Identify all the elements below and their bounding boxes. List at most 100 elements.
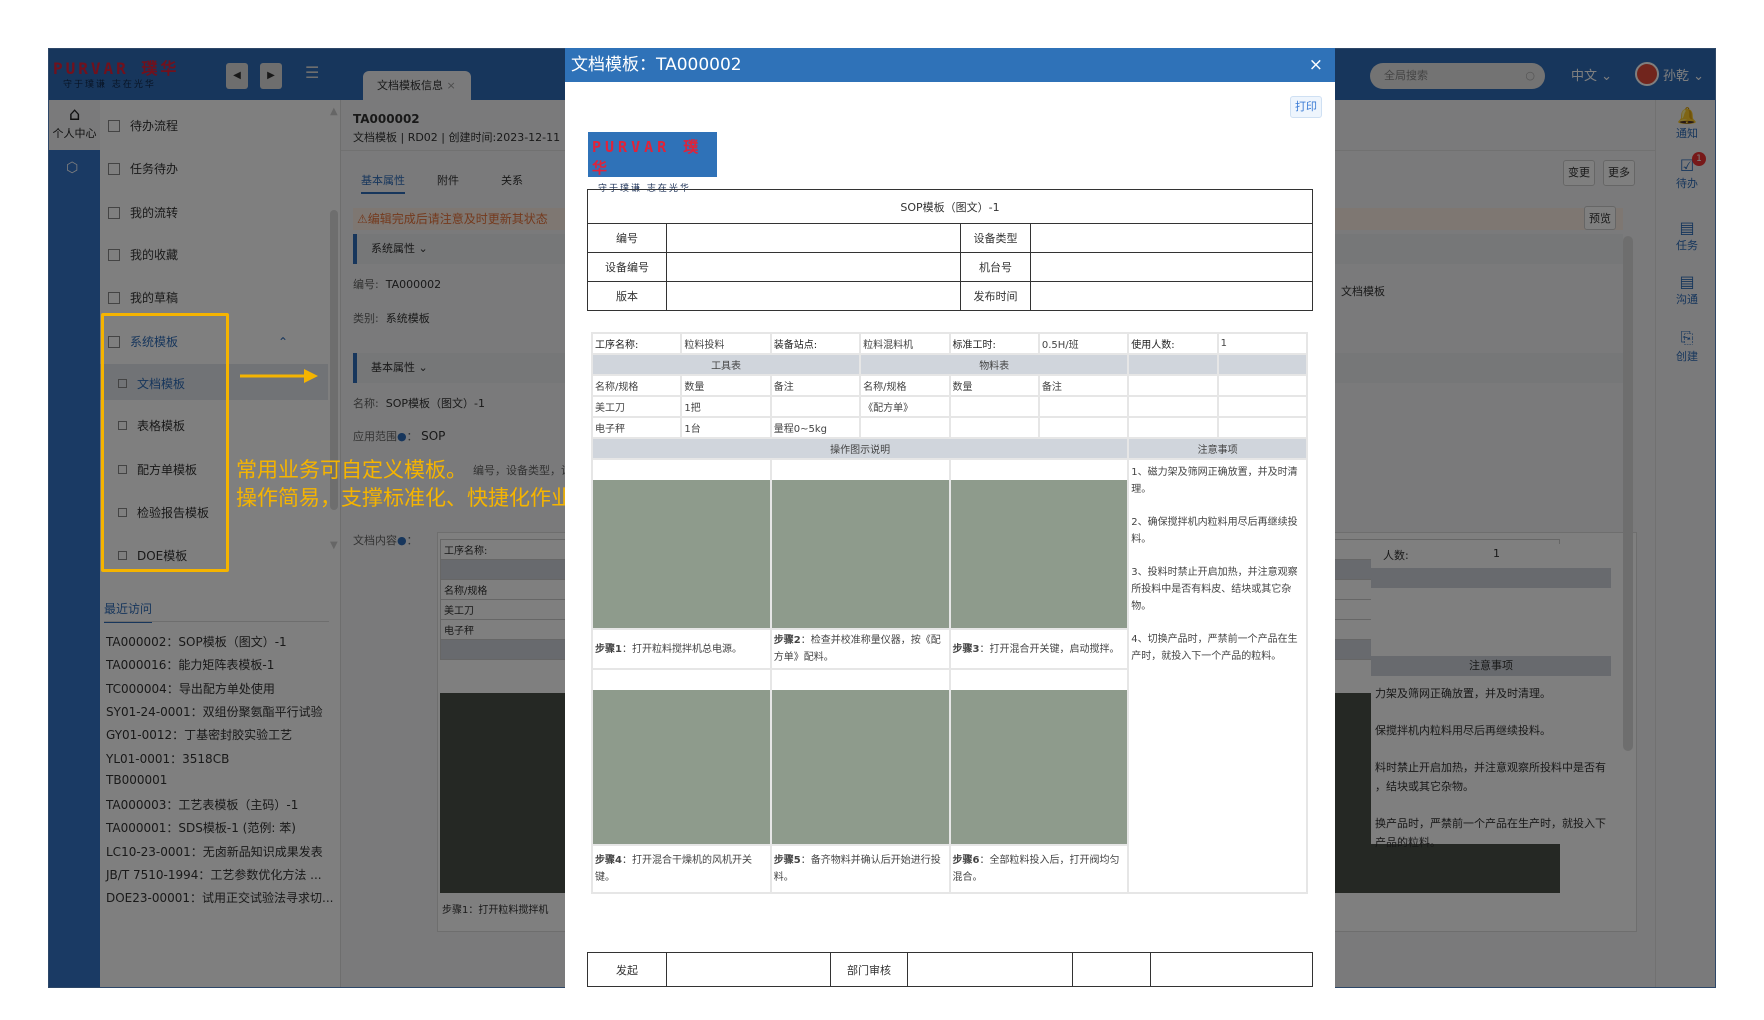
column-header: 备注	[1037, 374, 1130, 397]
document-template-modal: 文档模板：TA000002 × 打印 PURVAR 璞华 守于璞谦 志在光华 SO…	[565, 48, 1335, 988]
header-label: 版本	[587, 281, 667, 311]
table-cell: 1台	[680, 416, 772, 439]
notes-title: 注意事项	[1127, 437, 1308, 460]
empty-cell	[1127, 416, 1219, 439]
company-logo: PURVAR 璞华 守于璞谦 志在光华	[588, 132, 717, 194]
modal-title: 文档模板：TA000002	[565, 48, 1335, 82]
approval-cell: 发起	[587, 952, 667, 987]
approval-cell	[666, 952, 831, 987]
column-header: 数量	[948, 374, 1040, 397]
image-row	[591, 668, 1307, 846]
info-row: 工序名称: 粒料投料 装备站点: 粒料混料机 标准工时: 0.5H/班 使用人数: 1	[590, 332, 1309, 355]
step-text: ：打开混合开关键，启动搅拌。	[979, 643, 1120, 655]
info-value: 1	[1216, 332, 1309, 355]
section-header-row: 工具表 物料表	[590, 353, 1309, 376]
table-cell	[769, 395, 862, 418]
table-cell: 1把	[680, 395, 772, 418]
info-value: 粒料投料	[680, 332, 772, 355]
approval-cell: 部门审核	[830, 952, 908, 987]
table-cell: 美工刀	[590, 395, 683, 418]
caption-row: 步骤1：打开粒料搅拌机总电源。 步骤2：检查并校准称量仪器，按《配方单》配料。 步骤…	[591, 628, 1307, 670]
header-label: 发布时间	[960, 281, 1031, 311]
step-label: 步骤5	[773, 855, 801, 866]
step-caption: 步骤2：检查并校准称量仪器，按《配方单》配料。	[769, 628, 951, 670]
header-value	[666, 281, 961, 311]
header-row: 编号 设备类型	[587, 223, 1313, 253]
column-header: 名称/规格	[590, 374, 683, 397]
info-label: 装备站点:	[769, 332, 862, 355]
header-label: 机台号	[960, 252, 1031, 282]
annotation-line-1: 常用业务可自定义模板。	[236, 458, 467, 482]
column-header-row: 名称/规格 数量 备注 名称/规格 数量 备注	[590, 374, 1309, 397]
doc-header-table: SOP模板（图文）-1 编号 设备类型设备编号 机台号版本 发布时间	[587, 189, 1313, 311]
column-header: 数量	[680, 374, 772, 397]
step-label: 步骤3	[952, 643, 980, 655]
empty-cell	[1216, 416, 1309, 439]
ops-header-row: 操作图示说明 注意事项	[590, 437, 1308, 460]
note-item: 4、切换产品时，严禁前一个产品在生产时，就投入下一个产品的粒料。	[1131, 634, 1298, 662]
header-value	[666, 223, 961, 253]
header-value	[1030, 223, 1313, 253]
step-caption: 步骤5：备齐物料并确认后开始进行投料。	[769, 844, 951, 894]
doc-title: SOP模板（图文）-1	[587, 189, 1313, 224]
annotation-text: 常用业务可自定义模板。 操作简易，支撑标准化、快捷化作业	[236, 456, 572, 512]
annotation-arrow-icon	[240, 369, 318, 383]
header-value	[1030, 281, 1313, 311]
empty-cell	[1216, 374, 1309, 397]
approval-cell	[907, 952, 1073, 987]
material-table-title: 物料表	[859, 353, 1130, 376]
header-label: 设备类型	[960, 223, 1031, 253]
print-button[interactable]: 打印	[1290, 96, 1322, 118]
table-cell	[859, 416, 951, 439]
step-image	[591, 668, 772, 846]
step-label: 步骤2	[773, 635, 801, 646]
step-text: ：打开粒料搅拌机总电源。	[621, 643, 742, 655]
sop-content-table: 工序名称: 粒料投料 装备站点: 粒料混料机 标准工时: 0.5H/班 使用人数: 1 工具表…	[590, 332, 1309, 894]
table-cell: 《配方单》	[859, 395, 951, 418]
table-cell	[948, 416, 1040, 439]
note-item: 1、磁力架及筛网正确放置，并及时清理。	[1131, 467, 1298, 495]
step-label: 步骤6	[952, 855, 980, 866]
empty-cell	[1127, 374, 1219, 397]
approval-cell	[1150, 952, 1313, 987]
step-caption: 步骤6：全部粒料投入后，打开阀均匀混合。	[948, 844, 1130, 894]
note-item: 2、确保搅拌机内粒料用尽后再继续投料。	[1131, 517, 1298, 545]
image-row: 1、磁力架及筛网正确放置，并及时清理。 2、确保搅拌机内粒料用尽后再继续投料。 3、…	[591, 458, 1308, 894]
step-text: ：打开混合干燥机的风机开关键。	[595, 855, 752, 883]
step-image	[769, 458, 951, 630]
ops-title: 操作图示说明	[590, 437, 1130, 460]
table-cell: 量程0~5kg	[769, 416, 862, 439]
table-cell	[948, 395, 1040, 418]
step-image	[769, 668, 951, 846]
header-row: 设备编号 机台号	[587, 252, 1313, 282]
table-cell	[1037, 395, 1130, 418]
empty-cell	[1127, 395, 1219, 418]
notes-cell: 1、磁力架及筛网正确放置，并及时清理。 2、确保搅拌机内粒料用尽后再继续投料。 3、…	[1127, 458, 1308, 894]
step-image	[948, 458, 1130, 630]
info-value: 粒料混料机	[859, 332, 951, 355]
step-caption: 步骤3：打开混合开关键，启动搅拌。	[948, 628, 1130, 670]
note-item: 3、投料时禁止开启加热，并注意观察所投料中是否有料皮、结块或其它杂物。	[1131, 567, 1298, 612]
approval-cell	[1072, 952, 1151, 987]
tool-table-title: 工具表	[590, 353, 862, 376]
info-label: 工序名称:	[590, 332, 683, 355]
step-image	[591, 458, 772, 630]
table-cell	[1037, 416, 1130, 439]
step-label: 步骤4	[595, 855, 622, 866]
caption-row: 步骤4：打开混合干燥机的风机开关键。 步骤5：备齐物料并确认后开始进行投料。 步骤6…	[591, 844, 1307, 894]
step-text: ：备齐物料并确认后开始进行投料。	[773, 855, 941, 883]
column-header: 备注	[769, 374, 862, 397]
table-row: 美工刀 1把 《配方单》	[590, 395, 1309, 418]
step-text: ：检查并校准称量仪器，按《配方单》配料。	[773, 635, 941, 663]
header-label: 编号	[587, 223, 667, 253]
header-label: 设备编号	[587, 252, 667, 282]
close-icon[interactable]: ×	[1308, 55, 1323, 75]
header-row: 版本 发布时间	[587, 281, 1313, 311]
step-caption: 步骤1：打开粒料搅拌机总电源。	[591, 628, 772, 670]
column-header: 名称/规格	[859, 374, 951, 397]
step-label: 步骤1	[595, 643, 622, 655]
approval-table: 发起 部门审核	[587, 952, 1313, 987]
header-value	[666, 252, 961, 282]
info-label: 使用人数:	[1127, 332, 1219, 355]
header-value	[1030, 252, 1313, 282]
